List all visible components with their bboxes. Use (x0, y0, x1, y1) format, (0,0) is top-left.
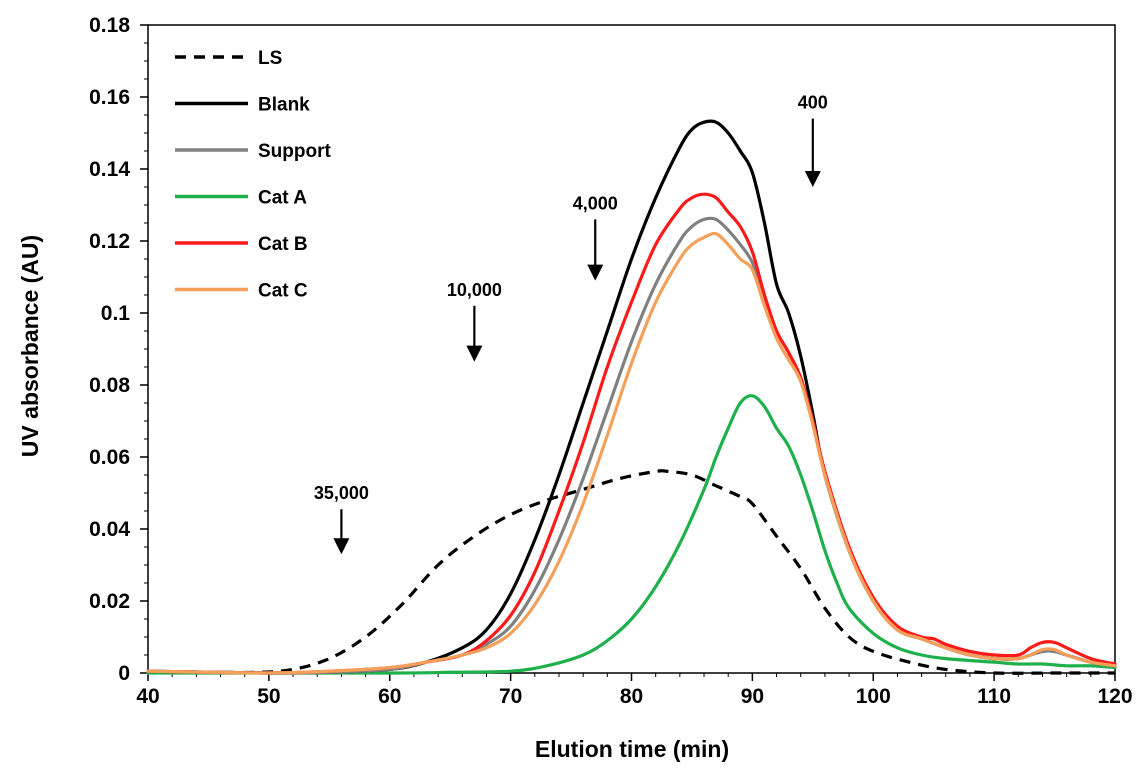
tick-labels: 0 0.02 0.04 0.06 0.08 0.1 0.12 0.14 0.16 0.18 40 50… (89, 14, 1132, 708)
x-tick-label: 70 (499, 685, 522, 708)
series-lines (146, 119, 1117, 675)
y-tick-label: 0.08 (89, 374, 130, 397)
y-tick-label: 0.06 (89, 446, 130, 469)
legend-label: Cat B (258, 234, 308, 255)
y-tick-label: 0.04 (89, 518, 130, 541)
annotation-label: 4,000 (573, 193, 618, 213)
x-tick-label: 100 (856, 685, 891, 708)
annotation-arrow-head (466, 345, 483, 362)
legend-label: Cat A (258, 188, 307, 209)
y-tick-label: 0 (118, 662, 130, 685)
annotation-arrow-head (333, 538, 350, 555)
y-tick-label: 0.16 (89, 86, 130, 109)
y-tick-label: 0.02 (89, 590, 130, 613)
y-tick-label: 0.18 (89, 14, 130, 37)
y-tick-label: 0.14 (89, 158, 130, 181)
series-line-cat-b (146, 192, 1117, 675)
legend-label: LS (258, 48, 282, 69)
series-line-ls (147, 469, 1115, 675)
annotation-label: 10,000 (447, 280, 502, 300)
series-line-cat-c (146, 231, 1117, 675)
legend: LS Blank Support Cat A Cat B Cat C (175, 48, 331, 302)
x-tick-label: 80 (620, 685, 643, 708)
x-tick-label: 40 (136, 685, 159, 708)
legend-label: Blank (258, 95, 310, 116)
x-tick-label: 60 (378, 685, 401, 708)
annotation-label: 400 (798, 93, 828, 113)
y-axis-title: UV absorbance (AU) (17, 235, 43, 457)
annotation-arrow-head (587, 264, 604, 281)
x-tick-label: 50 (257, 685, 280, 708)
x-tick-label: 120 (1097, 685, 1132, 708)
annotations: 35,000 10,000 4,000 400 (314, 93, 828, 555)
plot-frame (147, 24, 1116, 674)
annotation-arrow-head (804, 171, 821, 187)
x-tick-label: 90 (741, 685, 764, 708)
x-axis-title: Elution time (min) (535, 736, 729, 762)
y-tick-label: 0.1 (101, 302, 131, 325)
series-line-cat-a (146, 394, 1117, 675)
annotation-label: 35,000 (314, 483, 369, 503)
y-tick-label: 0.12 (89, 230, 130, 253)
legend-label: Cat C (258, 281, 308, 302)
legend-label: Support (258, 141, 331, 162)
x-tick-label: 110 (977, 685, 1011, 708)
